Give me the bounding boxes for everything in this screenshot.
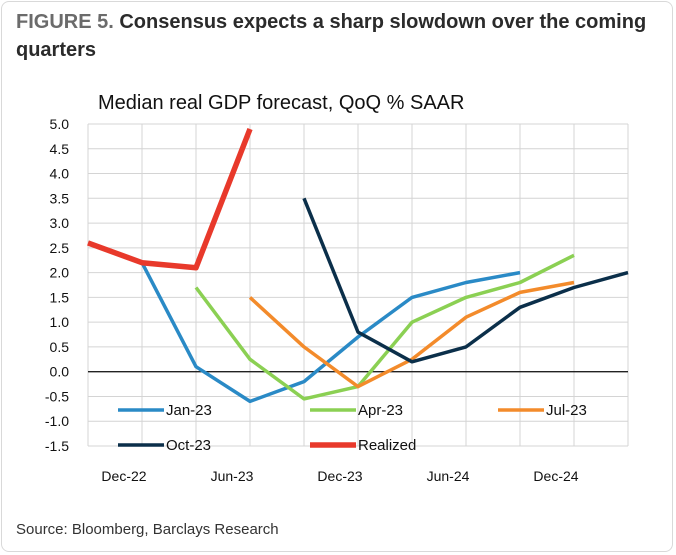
x-tick-label: Jun-24: [427, 468, 470, 484]
legend-label-oct-23: Oct-23: [166, 437, 211, 454]
series-line-jan-23: [140, 261, 521, 404]
series-line-oct-23: [302, 197, 629, 364]
y-tick-label: 4.5: [50, 141, 70, 157]
text-layer: Median real GDP forecast, QoQ % SAAR 5.0 4…: [45, 92, 579, 484]
y-tick-label: 1.0: [50, 314, 70, 330]
chart-title: Median real GDP forecast, QoQ % SAAR: [98, 92, 464, 114]
y-tick-label: 3.5: [50, 190, 70, 206]
series-line-realized: [87, 128, 253, 271]
x-tick-label: Dec-24: [533, 468, 578, 484]
y-tick-label: 2.5: [50, 240, 70, 256]
source-note: Source: Bloomberg, Barclays Research: [16, 521, 279, 538]
x-tick-label: Dec-22: [101, 468, 146, 484]
y-tick-label: 0.5: [50, 339, 70, 355]
figure-title: FIGURE 5. Consensus expects a sharp slow…: [16, 8, 656, 64]
y-tick-label: -1.5: [45, 438, 69, 454]
y-tick-label: 1.5: [50, 289, 70, 305]
figure-title-text: Consensus expects a sharp slowdown over …: [16, 11, 647, 61]
legend-label-jan-23: Jan-23: [166, 402, 212, 419]
x-tick-label: Jun-23: [211, 468, 254, 484]
y-tick-label: 4.0: [50, 166, 70, 182]
y-tick-label: 2.0: [50, 265, 70, 281]
series-line-jul-23: [248, 280, 575, 389]
series-layer: [87, 128, 629, 404]
series-line-apr-23: [194, 253, 575, 401]
y-tick-label: 5.0: [50, 116, 70, 132]
x-tick-label: Dec-23: [317, 468, 362, 484]
y-tick-label: 0.0: [50, 364, 70, 380]
legend-label-apr-23: Apr-23: [358, 402, 403, 419]
y-tick-label: 3.0: [50, 215, 70, 231]
grid-layer: [87, 123, 629, 447]
y-tick-label: -0.5: [45, 388, 69, 404]
y-tick-label: -1.0: [45, 413, 69, 429]
legend-label-jul-23: Jul-23: [546, 402, 587, 419]
legend-label-realized: Realized: [358, 437, 416, 454]
figure-label: FIGURE 5.: [16, 11, 114, 33]
legend-layer: Jan-23 Apr-23 Jul-23 Oct-23 Realized: [118, 402, 587, 454]
